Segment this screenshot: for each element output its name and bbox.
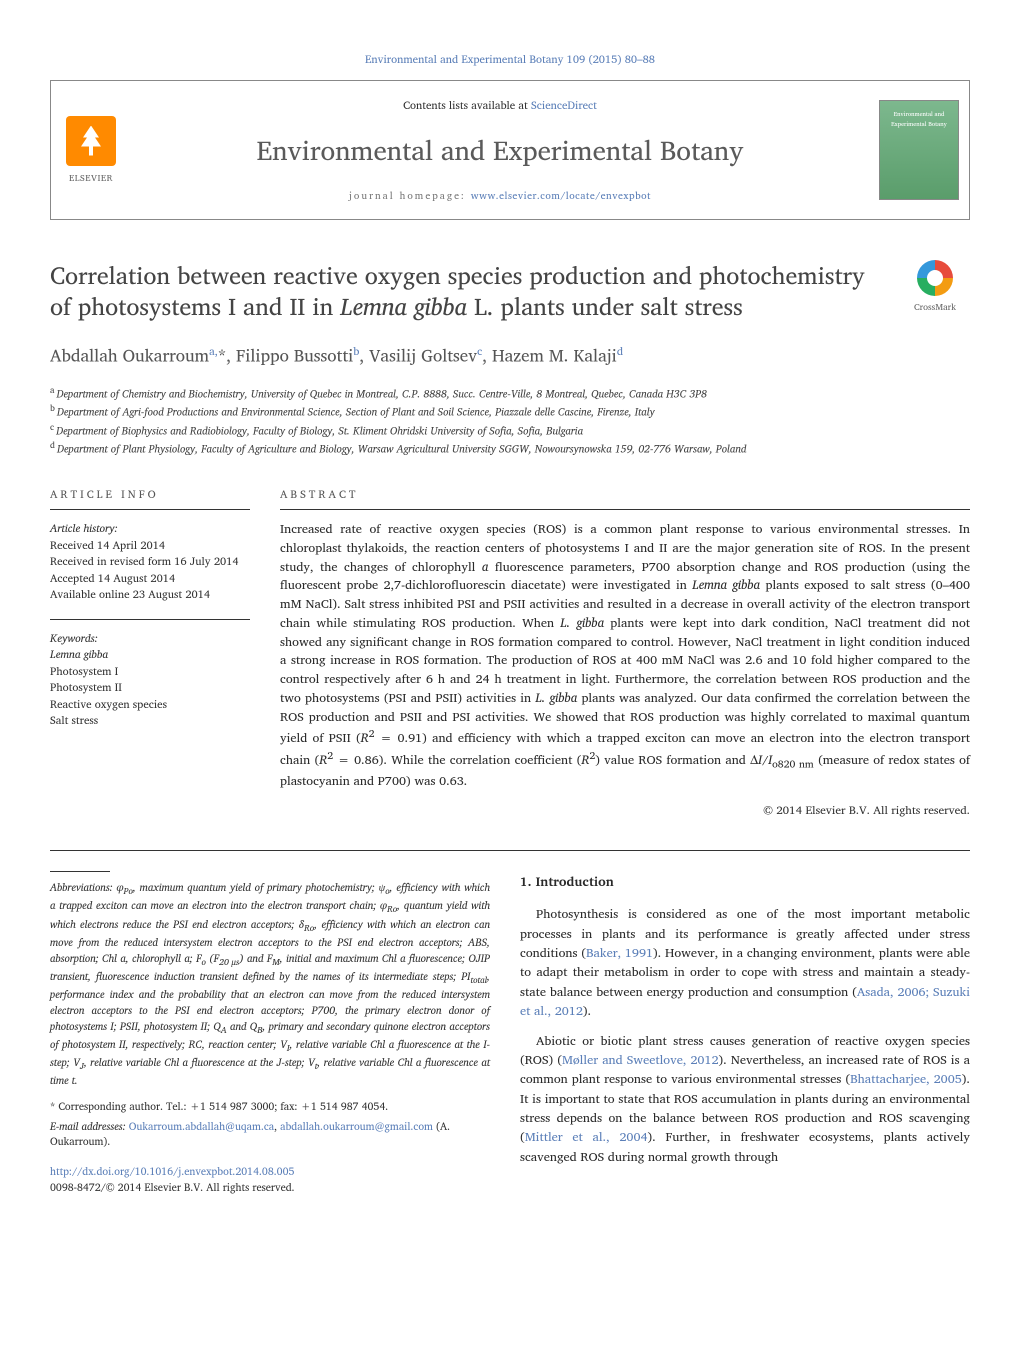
citation-line: Environmental and Experimental Botany 10…: [50, 50, 970, 68]
authors-line: Abdallah Oukarrouma,*, Filippo Bussottib…: [50, 342, 970, 370]
body-paragraph: Photosynthesis is considered as one of t…: [520, 905, 970, 1021]
homepage-link[interactable]: www.elsevier.com/locate/envexpbot: [471, 188, 651, 204]
crossmark-icon: [917, 260, 953, 296]
affiliation: cDepartment of Biophysics and Radiobiolo…: [50, 421, 970, 439]
footnote-rule: [50, 871, 110, 872]
affiliation: bDepartment of Agri-food Productions and…: [50, 402, 970, 420]
affiliation: aDepartment of Chemistry and Biochemistr…: [50, 384, 970, 402]
affiliations-block: aDepartment of Chemistry and Biochemistr…: [50, 384, 970, 457]
doi-block: http://dx.doi.org/10.1016/j.envexpbot.20…: [50, 1164, 490, 1196]
journal-header: ELSEVIER Contents lists available at Sci…: [50, 80, 970, 220]
divider: [50, 619, 250, 620]
abstract-text: Increased rate of reactive oxygen specie…: [280, 520, 970, 791]
article-info-header: ARTICLE INFO: [50, 485, 250, 510]
body-paragraph: Abiotic or biotic plant stress causes ge…: [520, 1032, 970, 1168]
copyright-line: © 2014 Elsevier B.V. All rights reserved…: [280, 801, 970, 820]
article-history: Article history: Received 14 April 2014 …: [50, 520, 250, 603]
contents-lists-line: Contents lists available at ScienceDirec…: [141, 96, 859, 114]
crossmark-label: CrossMark: [914, 299, 956, 314]
journal-cover-thumbnail: [879, 100, 959, 200]
journal-homepage: journal homepage: www.elsevier.com/locat…: [141, 188, 859, 204]
journal-name: Environmental and Experimental Botany: [141, 128, 859, 172]
abstract-header: ABSTRACT: [280, 485, 970, 510]
keywords-block: Keywords: Lemna gibba Photosystem I Phot…: [50, 630, 250, 729]
sciencedirect-link[interactable]: ScienceDirect: [531, 96, 597, 114]
email-addresses: E-mail addresses: Oukarroum.abdallah@uqa…: [50, 1119, 490, 1151]
corresponding-author: * Corresponding author. Tel.: +1 514 987…: [50, 1099, 490, 1115]
elsevier-label: ELSEVIER: [69, 170, 113, 185]
introduction-heading: 1. Introduction: [520, 871, 970, 891]
divider: [50, 850, 970, 851]
abbreviations-block: Abbreviations: φPo, maximum quantum yiel…: [50, 880, 490, 1089]
elsevier-logo: ELSEVIER: [51, 106, 131, 195]
affiliation: dDepartment of Plant Physiology, Faculty…: [50, 439, 970, 457]
email-link[interactable]: abdallah.oukarroum@gmail.com: [280, 1117, 433, 1135]
elsevier-tree-icon: [66, 116, 116, 166]
crossmark-badge[interactable]: CrossMark: [900, 260, 970, 314]
email-link[interactable]: Oukarroum.abdallah@uqam.ca: [129, 1117, 274, 1135]
article-title: Correlation between reactive oxygen spec…: [50, 260, 880, 322]
